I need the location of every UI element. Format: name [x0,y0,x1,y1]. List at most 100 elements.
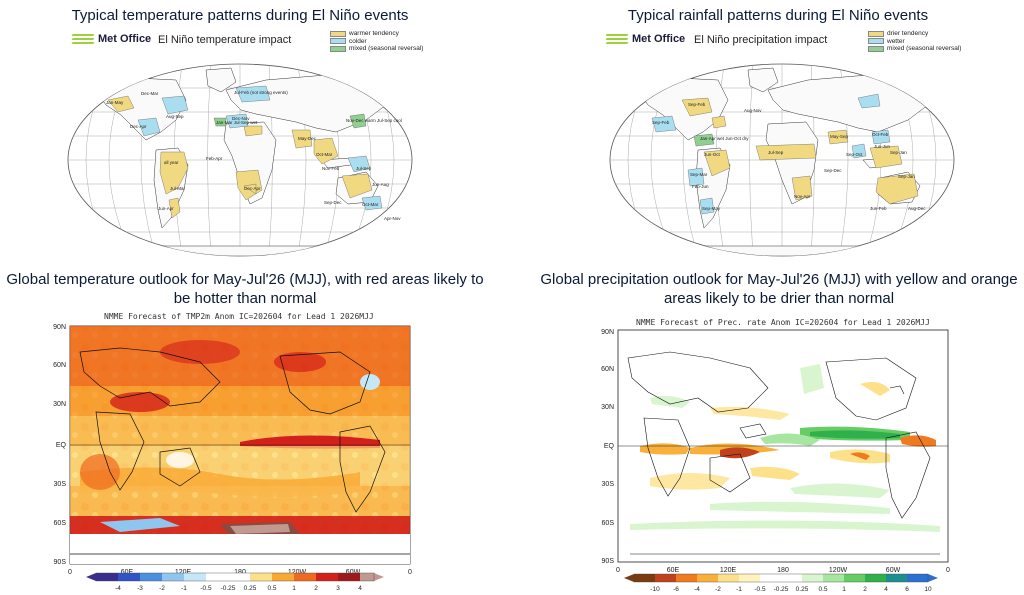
svg-text:Sep-May: Sep-May [702,206,721,211]
colorbar-label: -6 [673,586,679,593]
panel-heading: Typical temperature patterns during El N… [71,7,409,24]
colorbar-label: 10 [924,586,932,593]
svg-text:Sep-Dec: Sep-Dec [324,200,342,205]
svg-text:May-Dec: May-Dec [298,136,317,141]
panel-rainfall-patterns: Typical rainfall patterns during El Niño… [512,0,1024,265]
precipitation-colorbar: -10 -6 -4 -2 -1 -0.5 -0.25 0.25 0.5 1 2 … [624,573,938,593]
colorbar-label: 2 [314,585,318,592]
panel-temperature-outlook: Global temperature outlook for May-Jul'2… [0,268,512,595]
svg-text:Jan-May: Jan-May [106,100,124,105]
colorbar-label: -0.5 [200,585,212,592]
legend-label: wetter [887,37,905,45]
lat-label: 90N [53,324,66,331]
svg-text:Sep-Feb: Sep-Feb [688,102,706,107]
colorbar-label: -3 [137,585,143,592]
colorbar-label: -0.25 [221,585,236,592]
lon-label: 0 [68,569,72,576]
temperature-anomaly-map: 90N 60N 30N EQ 30S 60S 90S 0 60E 120E 18… [53,324,412,576]
lon-label: 120E [175,569,192,576]
colorbar-label: -1 [736,586,742,593]
svg-text:Apr-Nov: Apr-Nov [384,216,401,221]
colorbar-label: 0.5 [267,585,276,592]
svg-text:Jun-Oct: Jun-Oct [704,152,721,157]
met-office-logo: Met Office [605,33,686,45]
lat-label: 30N [53,401,66,408]
panel-heading: Global precipitation outlook for May-Jul… [540,271,1018,307]
lon-label: 180 [234,569,246,576]
svg-text:May-Sep: May-Sep [830,134,849,139]
svg-text:Feb-Jun: Feb-Jun [692,184,709,189]
lon-label: 120W [829,567,848,574]
colorbar-label: -2 [715,586,721,593]
colorbar-label: -4 [694,586,700,593]
map-legend: drier tendency wetter mixed (seasonal re… [868,30,961,53]
legend-label: mixed (seasonal reversal) [887,45,962,52]
lat-label: 60S [602,520,615,527]
lat-label: 90S [602,558,615,565]
region-annotations: Sep-Feb Aug-Nov Sep-Feb Jan-Apr wet Jun-Oc… [652,102,926,211]
lat-label: EQ [56,442,67,449]
colorbar-label: -4 [115,585,121,592]
svg-text:Aug-Nov: Aug-Nov [744,108,762,113]
svg-text:Jan-Mar Jul-Sep wet: Jan-Mar Jul-Sep wet [216,120,258,125]
legend-label: warmer tendency [349,30,399,37]
colorbar-label: 4 [884,586,888,593]
svg-text:Jan-Apr wet Jun-Oct dry: Jan-Apr wet Jun-Oct dry [700,136,749,141]
svg-text:Sep-Jan: Sep-Jan [898,174,915,179]
colorbar-label: 0.25 [244,585,257,592]
lon-label: 120W [288,569,307,576]
lat-label: 60N [601,366,614,373]
svg-text:Sep-Dec: Sep-Dec [824,168,842,173]
brand-name: Met Office [632,33,686,45]
svg-text:Dec-Apr: Dec-Apr [244,186,261,191]
lat-label: 60N [53,362,66,369]
colorbar-label: -10 [650,586,660,593]
met-office-logo-icon [71,33,95,45]
svg-text:Oct-Mar: Oct-Mar [316,152,333,157]
svg-text:Jun-Feb: Jun-Feb [870,206,887,211]
svg-text:Oct-Mar: Oct-Mar [362,202,379,207]
legend-swatch [868,30,884,37]
colorbar-label: 1 [292,585,296,592]
brand-name: Met Office [98,33,152,45]
met-office-logo: Met Office [71,33,152,45]
lat-label: 30S [602,481,615,488]
legend-swatch [868,45,884,52]
legend-swatch [330,45,346,52]
precipitation-anomaly-map: 90N 60N 30N EQ 30S 60S 90S 0 60E 120E 18… [601,329,950,574]
svg-text:Aug-Dec: Aug-Dec [908,206,926,211]
svg-text:Nov-Feb: Nov-Feb [322,166,340,171]
colorbar-label: 6 [905,586,909,593]
svg-text:Nov-Apr: Nov-Apr [794,194,811,199]
lon-label: 60W [346,569,361,576]
legend-item: wetter [868,38,961,46]
map-subtitle: El Niño precipitation impact [694,34,828,46]
legend-label: mixed (seasonal reversal) [349,45,424,52]
svg-text:Dec-Nov: Dec-Nov [232,116,250,121]
svg-text:Feb-Apr: Feb-Apr [206,156,223,161]
lon-label: 60W [886,567,901,574]
svg-text:Sep-Mar: Sep-Mar [690,172,708,177]
lat-label: 90S [54,559,67,566]
legend-swatch [330,38,346,45]
legend-swatch [330,30,346,37]
svg-text:Sep-Oct: Sep-Oct [846,152,863,157]
legend-item: mixed (seasonal reversal) [330,45,423,53]
map-legend: warmer tendency colder mixed (seasonal r… [330,30,423,53]
svg-text:Jul-Feb (not strong events): Jul-Feb (not strong events) [234,90,288,95]
lon-label: 0 [946,567,950,574]
map-title: NMME Forecast of Prec. rate Anom IC=2026… [636,318,930,327]
colorbar-label: -0.5 [754,586,766,593]
colorbar-label: 4 [358,585,362,592]
legend-item: mixed (seasonal reversal) [868,45,961,53]
svg-text:Oct-Feb: Oct-Feb [872,132,889,137]
panel-temperature-patterns: Typical temperature patterns during El N… [0,0,512,265]
colorbar-label: -0.25 [774,586,789,593]
robinson-map-temperature: Jan-May Dec-Mar Jul-Feb (not strong event… [67,63,413,257]
legend-item: warmer tendency [330,30,423,38]
robinson-map-rainfall: Sep-Feb Aug-Nov Sep-Feb Jan-Apr wet Jun-Oc… [609,63,955,257]
svg-text:Jul-Mar: Jul-Mar [170,186,186,191]
panel-precipitation-outlook: Global precipitation outlook for May-Jul… [512,268,1024,595]
lon-label: 60E [667,567,680,574]
lat-label: 30N [601,404,614,411]
